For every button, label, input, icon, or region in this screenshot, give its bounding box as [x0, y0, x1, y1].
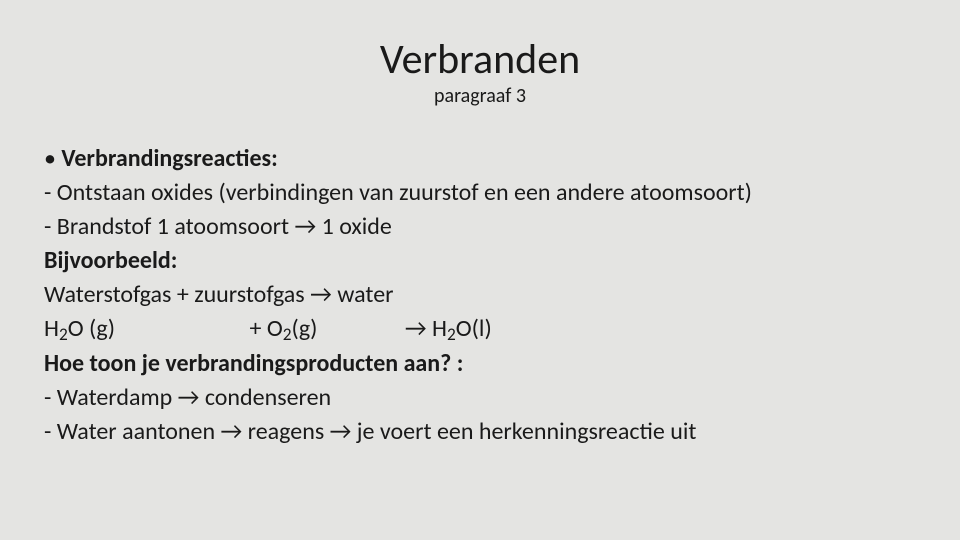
example-pre: Waterstofgas + zuurstofgas	[44, 280, 310, 309]
arrow-icon: →	[221, 417, 243, 446]
heading-2-text: Bijvoorbeeld:	[44, 246, 177, 275]
list-item-1-text: Ontstaan oxides (verbindingen van zuurst…	[57, 178, 752, 207]
list-item-4-post: je voert een herkenningsreactie uit	[351, 417, 696, 446]
heading-1-text: Verbrandingsreacties:	[61, 144, 277, 173]
arrow-icon: →	[294, 212, 316, 241]
list-item-2-pre: Brandstof 1 atoomsoort	[57, 212, 295, 241]
arrow-icon: →	[310, 280, 332, 309]
list-item-2-post: 1 oxide	[316, 212, 392, 241]
formula-o-g: O (g)	[68, 314, 115, 343]
arrow-icon: →	[330, 417, 352, 446]
list-item-2: Brandstof 1 atoomsoort → 1 oxide	[44, 210, 920, 244]
formula-ol: O(l)	[456, 314, 492, 343]
formula-sub2: 2	[283, 324, 292, 345]
slide-content: Verbrandingsreacties: Ontstaan oxides (v…	[40, 142, 920, 449]
formula-h: H	[44, 314, 59, 343]
list-item-4-mid: reagens	[242, 417, 329, 446]
arrow-icon: →	[405, 314, 427, 343]
heading-3-text: Hoe toon je verbrandingsproducten aan? :	[44, 349, 463, 378]
list-item-3: Waterdamp → condenseren	[44, 381, 920, 415]
list-item-3-pre: Waterdamp	[57, 383, 178, 412]
formula-h2: H	[427, 314, 447, 343]
formula-seg3: → H2O(l)	[405, 314, 492, 343]
heading-2: Bijvoorbeeld:	[44, 244, 920, 278]
slide-subtitle: paragraaf 3	[40, 84, 920, 108]
example-post: water	[332, 280, 394, 309]
example-line: Waterstofgas + zuurstofgas → water	[44, 278, 920, 312]
formula-plus-o: + O	[249, 314, 282, 343]
list-item-1: Ontstaan oxides (verbindingen van zuurst…	[44, 176, 920, 210]
formula-sub3: 2	[447, 324, 456, 345]
formula-seg1: H2O (g)	[44, 312, 244, 346]
slide: Verbranden paragraaf 3 Verbrandingsreact…	[0, 0, 960, 540]
formula-line: H2O (g) + O2(g) → H2O(l)	[44, 312, 920, 346]
formula-sub1: 2	[59, 324, 68, 345]
list-item-4: Water aantonen → reagens → je voert een …	[44, 415, 920, 449]
formula-seg2: + O2(g)	[249, 312, 399, 346]
formula-g: (g)	[291, 314, 317, 343]
bullet-heading-1: Verbrandingsreacties:	[44, 142, 920, 176]
slide-title: Verbranden	[40, 38, 920, 82]
arrow-icon: →	[178, 383, 200, 412]
heading-3: Hoe toon je verbrandingsproducten aan? :	[44, 347, 920, 381]
list-item-3-post: condenseren	[199, 383, 331, 412]
list-item-4-pre: Water aantonen	[57, 417, 221, 446]
